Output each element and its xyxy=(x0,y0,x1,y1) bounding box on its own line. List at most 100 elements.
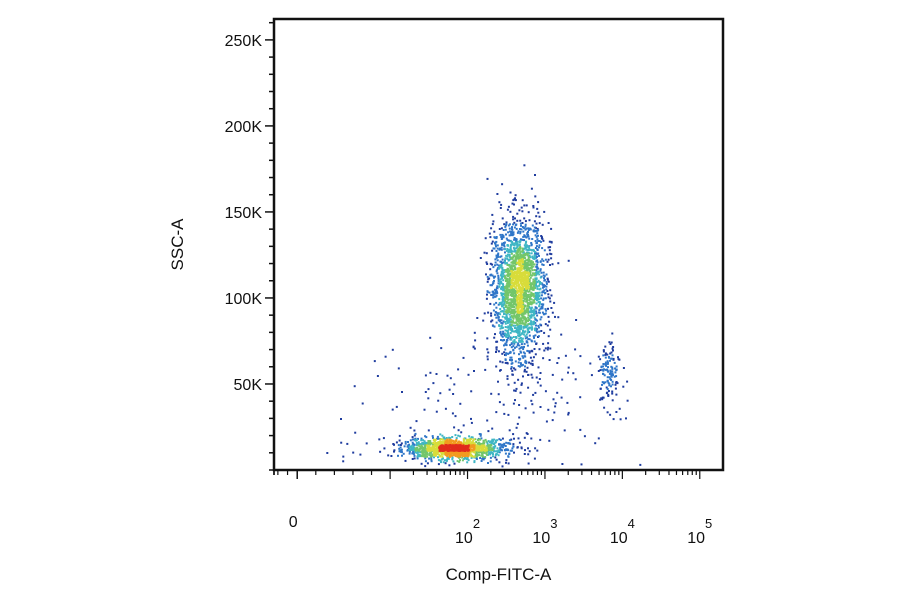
event-dot xyxy=(521,337,524,340)
event-dot xyxy=(549,252,552,255)
event-dot xyxy=(535,282,537,285)
event-dot xyxy=(515,387,518,390)
event-dot xyxy=(533,272,536,275)
event-dot xyxy=(509,324,512,326)
event-dot xyxy=(534,226,537,229)
event-dot xyxy=(504,248,507,251)
event-dot xyxy=(599,358,602,361)
event-dot xyxy=(501,361,504,364)
event-dot xyxy=(495,289,497,292)
event-dot xyxy=(422,439,425,442)
event-dot xyxy=(433,445,436,448)
event-dot xyxy=(521,291,524,294)
event-dot xyxy=(427,440,430,442)
event-dot xyxy=(476,439,479,441)
event-dot xyxy=(493,336,496,339)
event-dot xyxy=(518,264,521,266)
event-dot xyxy=(519,254,522,257)
event-dot xyxy=(606,353,609,356)
event-dot xyxy=(523,453,526,455)
event-dot xyxy=(537,326,540,329)
event-dot xyxy=(427,388,430,391)
event-dot xyxy=(547,222,550,224)
event-dot xyxy=(567,259,570,262)
event-dot xyxy=(502,236,505,239)
event-dot xyxy=(421,451,423,454)
event-dot xyxy=(538,330,541,333)
event-dot xyxy=(531,302,534,305)
event-dot xyxy=(502,289,505,292)
event-dot xyxy=(532,257,535,260)
event-dot xyxy=(520,302,523,305)
event-dot xyxy=(326,452,329,454)
event-dot xyxy=(495,236,498,238)
event-dot xyxy=(515,426,518,429)
event-dot xyxy=(511,362,514,365)
event-dot xyxy=(504,322,507,325)
event-dot xyxy=(523,204,526,207)
event-dot xyxy=(520,268,523,271)
event-dot xyxy=(536,314,539,317)
event-dot xyxy=(462,440,465,442)
event-dot xyxy=(518,331,521,334)
event-dot xyxy=(535,229,538,232)
event-dot xyxy=(458,455,461,458)
event-dot xyxy=(496,263,499,266)
event-dot xyxy=(495,250,498,252)
event-dot xyxy=(440,445,443,448)
event-dot xyxy=(529,315,532,318)
event-dot xyxy=(613,361,616,364)
event-dot xyxy=(413,457,416,460)
event-dot xyxy=(424,449,427,452)
event-dot xyxy=(426,447,429,450)
event-dot xyxy=(463,457,466,460)
event-dot xyxy=(520,383,523,386)
event-dot xyxy=(420,450,423,453)
event-dot xyxy=(532,286,535,289)
event-dot xyxy=(509,318,512,321)
event-dot xyxy=(501,322,504,325)
event-dot xyxy=(504,286,507,289)
event-dot xyxy=(469,451,472,454)
y-tick-label: 200K xyxy=(225,119,263,136)
event-dot xyxy=(535,273,537,276)
event-dot xyxy=(420,462,423,465)
event-dot xyxy=(523,244,526,247)
event-dot xyxy=(503,244,505,247)
event-dot xyxy=(509,449,512,452)
event-dot xyxy=(534,391,537,394)
event-dot xyxy=(548,249,551,252)
event-dot xyxy=(515,274,518,277)
event-dot xyxy=(511,288,513,291)
event-dot xyxy=(486,443,489,446)
event-dot xyxy=(497,303,500,306)
event-dot xyxy=(614,387,617,390)
event-dot xyxy=(529,302,532,305)
event-dot xyxy=(504,452,507,455)
event-dot xyxy=(508,308,511,311)
event-dot xyxy=(501,183,504,186)
event-dot xyxy=(501,437,504,440)
event-dot xyxy=(416,451,419,454)
event-dot xyxy=(505,233,507,236)
event-dot xyxy=(489,262,492,265)
event-dot xyxy=(527,246,530,248)
event-dot xyxy=(541,305,544,308)
event-dot xyxy=(530,242,533,244)
event-dot xyxy=(473,461,476,464)
event-dot xyxy=(519,391,522,394)
event-dot xyxy=(529,311,532,314)
event-dot xyxy=(510,285,512,288)
event-dot xyxy=(523,352,526,355)
event-dot xyxy=(513,265,516,268)
event-dot xyxy=(545,309,548,312)
event-dot xyxy=(561,378,564,381)
event-dot xyxy=(408,443,411,446)
event-dot xyxy=(519,286,522,289)
event-dot xyxy=(457,368,460,371)
event-dot xyxy=(525,370,528,373)
event-dot xyxy=(427,429,430,432)
event-dot xyxy=(521,355,524,358)
event-dot xyxy=(543,277,545,280)
event-dot xyxy=(496,193,499,195)
